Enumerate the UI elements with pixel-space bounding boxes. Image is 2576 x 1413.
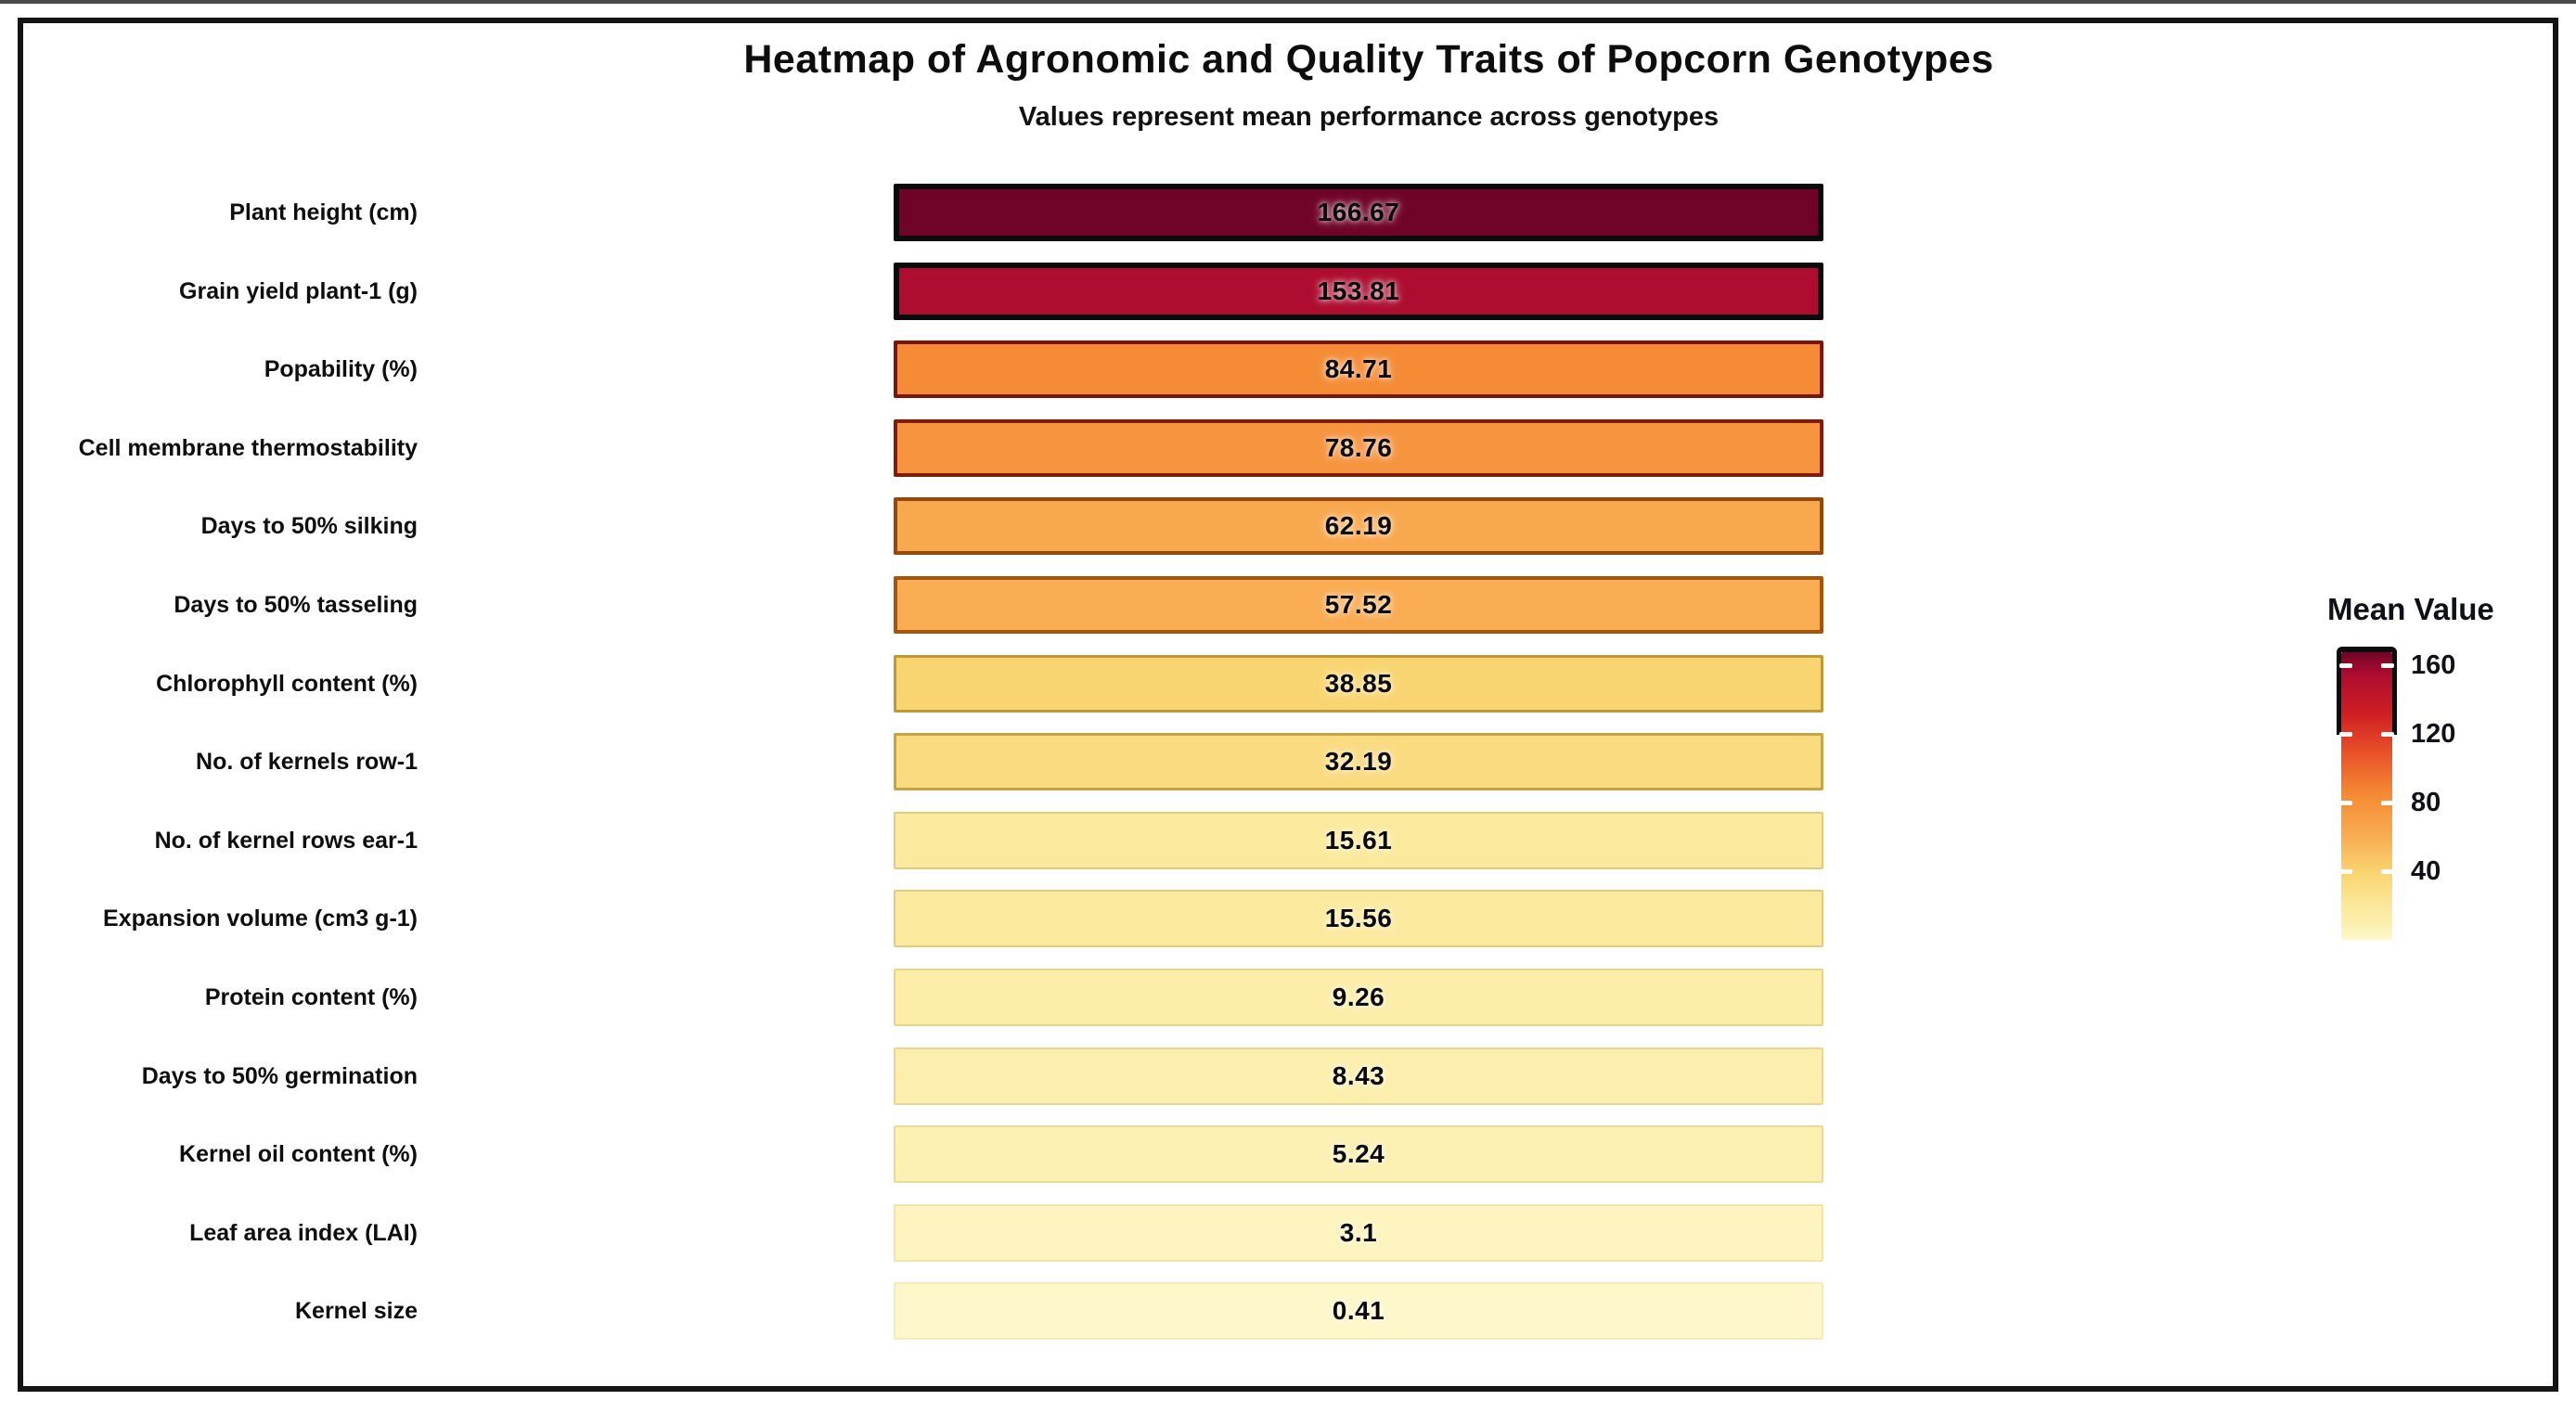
legend-title: Mean Value [2327, 592, 2494, 626]
row-label: Days to 50% silking [200, 513, 418, 539]
row-label: No. of kernels row-1 [196, 749, 418, 775]
cell-value: 0.41 [1332, 1296, 1385, 1325]
cell-value: 166.67 [1317, 198, 1400, 226]
row-label: Popability (%) [264, 356, 418, 382]
row-label: Kernel size [294, 1298, 418, 1324]
row-label: Plant height (cm) [229, 199, 418, 225]
colorbar-tick-label: 40 [2411, 856, 2441, 886]
colorbar-outline [2337, 647, 2397, 735]
cell-value: 5.24 [1332, 1139, 1385, 1168]
chart-subtitle: Values represent mean performance across… [1018, 102, 1719, 132]
row-label: Days to 50% germination [141, 1063, 418, 1089]
cell-value: 3.1 [1339, 1218, 1378, 1247]
colorbar-tick-label: 120 [2411, 719, 2456, 749]
heatmap-cell: 153.81 [894, 263, 1823, 320]
heatmap-cell: 57.52 [894, 576, 1823, 634]
cell-value: 78.76 [1324, 433, 1393, 462]
chart-title: Heatmap of Agronomic and Quality Traits … [743, 37, 1994, 82]
colorbar-tick-label: 160 [2411, 650, 2456, 680]
cell-value: 9.26 [1332, 983, 1385, 1011]
cell-value: 153.81 [1317, 276, 1400, 305]
heatmap-cell: 78.76 [894, 419, 1823, 477]
colorbar-tick-mark [2381, 801, 2394, 805]
heatmap-cell: 5.24 [894, 1125, 1823, 1183]
row-label: No. of kernel rows ear-1 [154, 828, 418, 854]
heatmap-cell: 15.61 [894, 812, 1823, 869]
cell-value: 57.52 [1324, 590, 1393, 619]
heatmap-cell: 32.19 [894, 733, 1823, 790]
heatmap-cell: 3.1 [894, 1204, 1823, 1262]
heatmap-cell: 84.71 [894, 340, 1823, 398]
top-edge-line [0, 0, 2576, 4]
heatmap-cell: 9.26 [894, 969, 1823, 1026]
colorbar-tick-label: 80 [2411, 788, 2441, 817]
row-label: Expansion volume (cm3 g-1) [103, 906, 418, 931]
colorbar-tick-mark [2381, 732, 2394, 737]
colorbar [2341, 651, 2392, 940]
heatmap-cell: 15.56 [894, 890, 1823, 947]
row-label: Protein content (%) [204, 984, 418, 1010]
row-label: Cell membrane thermostability [78, 435, 418, 461]
cell-value: 15.56 [1324, 904, 1393, 932]
heatmap-cell: 166.67 [894, 184, 1823, 241]
colorbar-tick-mark [2339, 732, 2352, 737]
heatmap-cell: 62.19 [894, 497, 1823, 555]
colorbar-tick-mark [2381, 663, 2394, 668]
cell-value: 38.85 [1324, 669, 1393, 698]
cell-value: 62.19 [1324, 511, 1393, 540]
cell-value: 8.43 [1332, 1061, 1385, 1090]
row-label: Leaf area index (LAI) [189, 1220, 418, 1246]
row-label: Kernel oil content (%) [179, 1141, 418, 1167]
cell-value: 15.61 [1324, 826, 1393, 854]
heatmap-cell: 0.41 [894, 1282, 1823, 1340]
row-label: Grain yield plant-1 (g) [179, 278, 418, 304]
colorbar-tick-mark [2339, 663, 2352, 668]
heatmap-cell: 38.85 [894, 655, 1823, 713]
heatmap-cell: 8.43 [894, 1047, 1823, 1105]
row-label: Chlorophyll content (%) [156, 671, 418, 697]
colorbar-tick-mark [2381, 869, 2394, 874]
colorbar-tick-mark [2339, 869, 2352, 874]
colorbar-tick-mark [2339, 801, 2352, 805]
cell-value: 32.19 [1324, 747, 1393, 776]
row-label: Days to 50% tasseling [174, 592, 418, 618]
figure-border-frame [18, 18, 2558, 1392]
cell-value: 84.71 [1324, 354, 1393, 383]
